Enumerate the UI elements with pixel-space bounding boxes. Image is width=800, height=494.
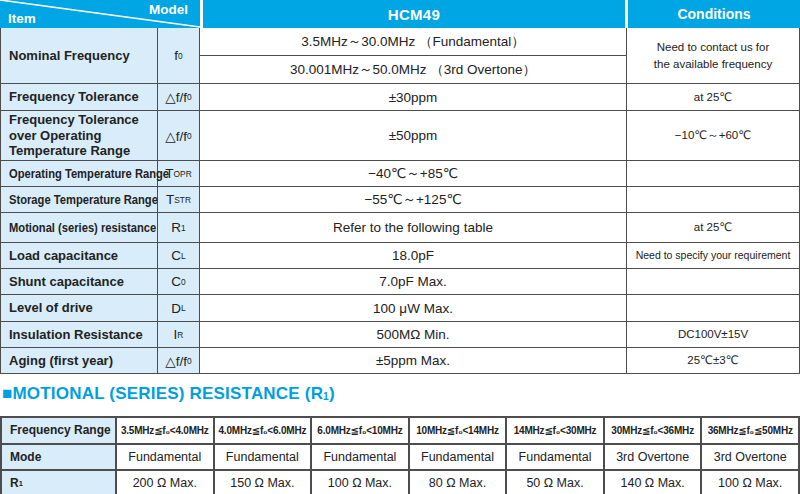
row-symbol: R1 [158, 213, 200, 242]
row-label: Frequency Tolerance [1, 84, 158, 110]
row-condition: DC100V±15V [627, 322, 799, 347]
row-condition: 25℃±3℃ [627, 348, 799, 373]
frequency-range-cell: 36MHz≦f₀≦50MHz [702, 418, 800, 445]
row-condition: −10℃～+60℃ [627, 111, 799, 160]
row-label: Storage Temperature Range [1, 187, 158, 212]
mode-row-label: Mode [2, 445, 117, 471]
model-name-header: HCM49 [203, 0, 625, 28]
item-header-label: Item [8, 11, 36, 26]
frequency-range-cell: 30MHz≦f₀<36MHz [605, 418, 703, 445]
table-row: Aging (first year) △f/f0 ±5ppm Max. 25℃±… [1, 348, 799, 374]
value-fundamental: 3.5MHz～30.0MHz （Fundamental） [200, 28, 626, 56]
frequency-range-cell: 10MHz≦f₀<14MHz [410, 418, 508, 445]
mode-cell: Fundamental [507, 445, 605, 471]
mode-cell: 3rd Overtone [605, 445, 703, 471]
mode-cell: Fundamental [117, 445, 215, 471]
spec-table-header: Model Item HCM49 Conditions [0, 0, 800, 28]
row-value: Refer to the following table [200, 213, 627, 242]
row-symbol: △f/f0 [158, 111, 200, 160]
table-row: Frequency Tolerance △f/f0 ±30ppm at 25℃ [1, 84, 799, 111]
row-condition: at 25℃ [627, 213, 799, 242]
r1-value-cell: 100 Ω Max. [312, 471, 410, 494]
row-value: 3.5MHz～30.0MHz （Fundamental） 30.001MHz～5… [200, 28, 627, 83]
row-condition [627, 269, 799, 294]
r1-row-label: R1 [2, 471, 117, 494]
row-value: 100 μW Max. [200, 295, 627, 321]
mode-cell: 3rd Overtone [702, 445, 800, 471]
r1-value-cell: 100 Ω Max. [702, 471, 800, 494]
row-label: Level of drive [1, 295, 158, 321]
row-value: ±5ppm Max. [200, 348, 627, 373]
table-row: Frequency Tolerance over Operating Tempe… [1, 111, 799, 161]
table-row: Load capacitance CL 18.0pF Need to speci… [1, 243, 799, 269]
mode-cell: Fundamental [312, 445, 410, 471]
row-symbol: f0 [158, 28, 200, 83]
row-label: Insulation Resistance [1, 322, 158, 347]
row-condition: Need to specify your requirement [627, 243, 799, 268]
table-row: Level of drive DL 100 μW Max. [1, 295, 799, 322]
row-value: 7.0pF Max. [200, 269, 627, 294]
r1-value-cell: 50 Ω Max. [507, 471, 605, 494]
row-symbol: C0 [158, 269, 200, 294]
row-condition: at 25℃ [627, 84, 799, 110]
row-symbol: DL [158, 295, 200, 321]
mode-cell: Fundamental [215, 445, 313, 471]
row-condition [627, 187, 799, 212]
table-row: Shunt capacitance C0 7.0pF Max. [1, 269, 799, 295]
row-label: Motional (series) resistance [1, 213, 158, 242]
row-label: Frequency Tolerance over Operating Tempe… [1, 111, 158, 160]
model-header-label: Model [149, 2, 188, 17]
row-symbol: △f/f0 [158, 84, 200, 110]
row-value: ±30ppm [200, 84, 627, 110]
row-value: −40℃～+85℃ [200, 161, 627, 186]
row-condition [627, 295, 799, 321]
spec-table-body: Nominal Frequency f0 3.5MHz～30.0MHz （Fun… [0, 28, 800, 374]
spec-table: Model Item HCM49 Conditions Nominal Freq… [0, 0, 800, 374]
conditions-header: Conditions [628, 0, 800, 28]
row-label: Nominal Frequency [1, 28, 158, 83]
row-label: Shunt capacitance [1, 269, 158, 294]
row-condition [627, 161, 799, 186]
r1-value-cell: 150 Ω Max. [215, 471, 313, 494]
frequency-range-cell: 6.0MHz≦f₀<10MHz [312, 418, 410, 445]
r1-value-cell: 140 Ω Max. [605, 471, 703, 494]
row-label: Load capacitance [1, 243, 158, 268]
row-symbol: △f/f0 [158, 348, 200, 373]
value-overtone: 30.001MHz～50.0MHz （3rd Overtone） [200, 56, 626, 83]
row-value: −55℃～+125℃ [200, 187, 627, 212]
section-title: ■MOTIONAL (SERIES) RESISTANCE (R1) [2, 383, 800, 408]
mode-cell: Fundamental [410, 445, 508, 471]
item-model-header-cell: Model Item [0, 0, 200, 28]
table-row: Storage Temperature Range TSTR −55℃～+125… [1, 187, 799, 213]
frequency-range-cell: 4.0MHz≦f₀<6.0MHz [215, 418, 313, 445]
r1-value-cell: 200 Ω Max. [117, 471, 215, 494]
table-row: Operating Temperature Range TOPR −40℃～+8… [1, 161, 799, 187]
row-value: 500MΩ Min. [200, 322, 627, 347]
frequency-range-cell: 14MHz≦f₀<30MHz [507, 418, 605, 445]
table-row: Insulation Resistance IR 500MΩ Min. DC10… [1, 322, 799, 348]
row-label: Aging (first year) [1, 348, 158, 373]
r1-value-cell: 80 Ω Max. [410, 471, 508, 494]
row-symbol: CL [158, 243, 200, 268]
row-label: Operating Temperature Range [1, 161, 158, 186]
table-row: Nominal Frequency f0 3.5MHz～30.0MHz （Fun… [1, 28, 799, 84]
row-symbol: TSTR [158, 187, 200, 212]
row-value: ±50ppm [200, 111, 627, 160]
table-row: Motional (series) resistance R1 Refer to… [1, 213, 799, 243]
row-value: 18.0pF [200, 243, 627, 268]
row-symbol: IR [158, 322, 200, 347]
row-condition: Need to contact us for the available fre… [627, 28, 799, 83]
frequency-range-row-label: Frequency Range [2, 418, 117, 445]
datasheet-page: Model Item HCM49 Conditions Nominal Freq… [0, 0, 800, 494]
resistance-table: Frequency Range 3.5MHz≦f₀<4.0MHz 4.0MHz≦… [0, 416, 800, 494]
frequency-range-cell: 3.5MHz≦f₀<4.0MHz [117, 418, 215, 445]
